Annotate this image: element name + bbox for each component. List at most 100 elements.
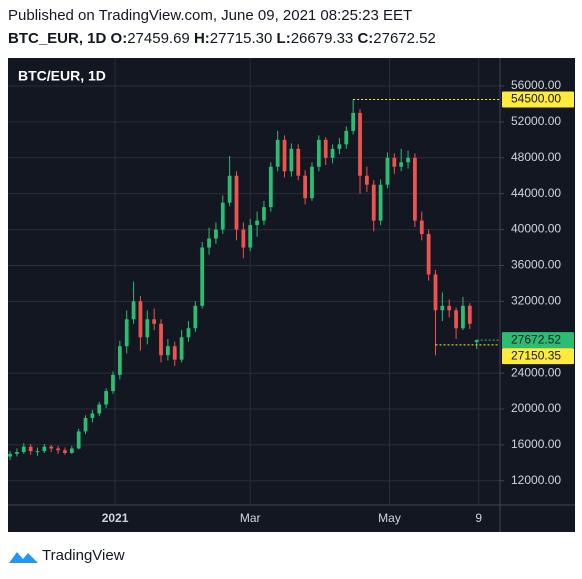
candle-body xyxy=(282,139,287,172)
candle-body xyxy=(200,247,205,306)
ohlc-value: 27672.52 xyxy=(373,30,436,47)
x-tick-label: May xyxy=(378,511,401,525)
candle-body xyxy=(289,148,294,172)
y-tick-label: 56000.00 xyxy=(511,78,561,92)
y-tick-label: 52000.00 xyxy=(511,114,561,128)
chart-title: BTC/EUR, 1D xyxy=(18,68,106,84)
candle-body xyxy=(378,184,383,221)
candle-body xyxy=(296,148,301,176)
ohlc-label: O: xyxy=(111,30,128,47)
candle-body xyxy=(364,175,369,185)
price-label: 27672.52 xyxy=(511,332,561,346)
brand: TradingView xyxy=(42,547,125,564)
candle-body xyxy=(316,139,321,167)
ohlc-value: 27715.30 xyxy=(210,30,273,47)
candle-body xyxy=(214,229,218,239)
candle-body xyxy=(172,346,177,360)
candle-body xyxy=(159,323,163,356)
candle-body xyxy=(63,450,67,453)
candle-body xyxy=(461,305,465,329)
x-tick-label: 9 xyxy=(475,511,482,525)
candle-body xyxy=(303,175,308,199)
price-label: 27150.35 xyxy=(511,348,561,362)
candle-body xyxy=(207,238,211,248)
candle-body xyxy=(69,448,74,453)
candle-body xyxy=(56,448,60,451)
candle-body xyxy=(433,274,438,311)
ohlc-value: 26679.33 xyxy=(291,30,354,47)
ohlc-line: BTC_EUR, 1D O:27459.69 H:27715.30 L:2667… xyxy=(8,30,436,47)
candle-body xyxy=(124,319,129,347)
y-tick-label: 16000.00 xyxy=(511,437,561,451)
ohlc-label: H: xyxy=(194,30,210,47)
candle-body xyxy=(28,446,33,452)
candle-body xyxy=(90,413,95,418)
ohlc-value: 27459.69 xyxy=(127,30,190,47)
candle-body xyxy=(392,157,397,167)
candle-body xyxy=(248,225,253,248)
candle-body xyxy=(220,202,225,230)
candle-body xyxy=(406,157,410,163)
candle-body xyxy=(21,446,26,453)
candle-body xyxy=(426,234,431,275)
candle-body xyxy=(49,446,54,449)
candle-body xyxy=(138,301,143,338)
y-tick-label: 44000.00 xyxy=(511,186,561,200)
logo: TradingView xyxy=(9,547,125,564)
candle-body xyxy=(104,391,109,405)
candle-body xyxy=(83,417,88,432)
y-tick-label: 32000.00 xyxy=(511,294,561,308)
candle-body xyxy=(454,310,458,329)
candle-body xyxy=(117,346,122,375)
candle-body xyxy=(330,148,335,158)
y-tick-label: 40000.00 xyxy=(511,222,561,236)
ohlc-label: L: xyxy=(277,30,291,47)
candle-body xyxy=(268,166,273,208)
chart-background xyxy=(8,58,575,532)
candle-body xyxy=(337,144,342,149)
candle-body xyxy=(8,453,12,457)
candle-body xyxy=(262,207,266,221)
candle-body xyxy=(419,220,424,235)
x-tick-label: 2021 xyxy=(102,511,129,525)
price-label: 54500.00 xyxy=(511,92,561,106)
candle-body xyxy=(15,452,19,454)
candle-body xyxy=(234,175,239,230)
candle-body xyxy=(399,162,404,167)
price-box xyxy=(502,91,574,108)
candle-body xyxy=(440,305,445,311)
candle-body xyxy=(241,229,246,248)
price-box xyxy=(502,332,574,349)
candle-body xyxy=(371,184,376,221)
published-line: Published on TradingView.com, June 09, 2… xyxy=(8,7,412,24)
candle-body xyxy=(76,431,81,449)
candle-body xyxy=(42,446,47,452)
candle-body xyxy=(193,305,198,329)
plot xyxy=(8,58,500,505)
candle-body xyxy=(35,451,40,453)
x-tick-label: Mar xyxy=(240,511,261,525)
candle-body xyxy=(152,319,157,324)
candle-body xyxy=(186,328,191,338)
candle-body xyxy=(165,346,170,356)
candle-body xyxy=(275,139,280,167)
candle-body xyxy=(385,157,390,185)
candle-body xyxy=(467,305,472,324)
y-tick-label: 20000.00 xyxy=(511,401,561,415)
y-tick-label: 24000.00 xyxy=(511,365,561,379)
candle-body xyxy=(358,112,362,176)
candle-body xyxy=(97,404,102,414)
y-tick-label: 48000.00 xyxy=(511,150,561,164)
candle-body xyxy=(344,130,349,145)
candle-body xyxy=(179,337,184,360)
candle-body xyxy=(310,166,314,199)
logo-icon xyxy=(9,552,38,563)
y-tick-label: 36000.00 xyxy=(511,258,561,272)
candle-body xyxy=(255,220,259,226)
candle-body xyxy=(145,319,150,338)
candle-body xyxy=(131,301,136,320)
ohlc-label: C: xyxy=(357,30,373,47)
price-box xyxy=(502,348,574,365)
